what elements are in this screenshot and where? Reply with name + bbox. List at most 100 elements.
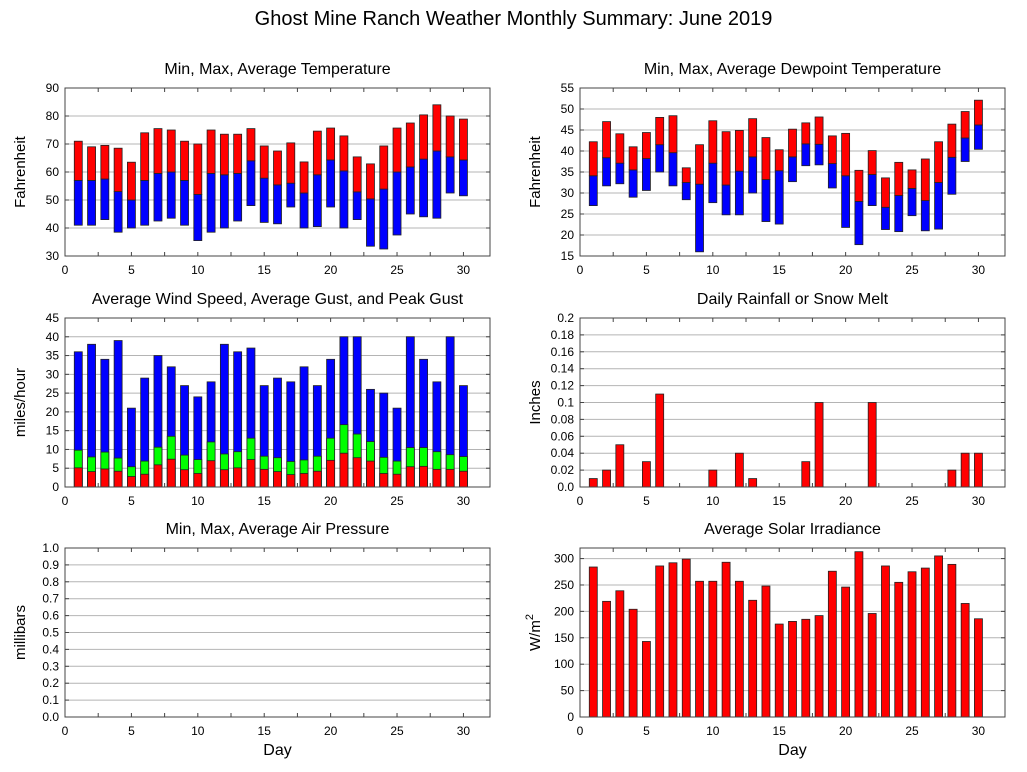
x-tick-label: 25 (390, 263, 404, 277)
y-tick-label: 40 (46, 221, 60, 235)
x-tick-label: 5 (128, 724, 135, 738)
y-axis-label: W/m2 (524, 614, 544, 651)
bar-min-avg (100, 178, 110, 220)
y-tick-label: 0.04 (551, 446, 575, 460)
plot-frame (64, 317, 491, 488)
bar (827, 570, 837, 718)
y-axis-label: Fahrenheit (12, 135, 29, 208)
bar (974, 452, 983, 488)
x-tick-label: 5 (643, 263, 650, 277)
bar-avg-max (73, 140, 83, 181)
x-tick-label: 10 (191, 494, 205, 508)
bar (867, 613, 877, 718)
y-tick-label: 0.4 (42, 642, 59, 656)
x-tick-label: 10 (191, 724, 205, 738)
bar-min-avg (655, 144, 665, 173)
bar-avg-speed (73, 467, 83, 488)
bar-min-avg (748, 156, 758, 194)
chart-title: Min, Max, Average Dewpoint Temperature (644, 61, 941, 78)
x-tick-label: 10 (706, 263, 720, 277)
bar-min-avg (854, 200, 864, 246)
bar-min-avg (352, 191, 362, 221)
bar (642, 461, 651, 488)
bar-avg-max (774, 149, 784, 172)
bar-min-avg (379, 188, 389, 250)
bar-avg-speed (392, 473, 402, 488)
y-tick-label: 50 (46, 193, 60, 207)
x-tick-label: 30 (457, 263, 471, 277)
bar (788, 621, 797, 718)
bar-avg-max (947, 123, 957, 158)
bar-avg-speed (219, 469, 229, 488)
y-tick-label: 0.2 (557, 311, 574, 325)
bar (947, 563, 957, 718)
bar-min-avg (960, 137, 970, 162)
x-tick-label: 20 (839, 263, 853, 277)
y-tick-label: 150 (554, 631, 574, 645)
plot-frame (579, 87, 1006, 257)
bar-avg-max (841, 132, 851, 177)
x-tick-label: 25 (905, 494, 919, 508)
y-tick-label: 0 (567, 710, 574, 724)
y-tick-label: 15 (561, 249, 575, 263)
bar-min-avg (166, 171, 176, 219)
bar-avg-max (459, 118, 468, 161)
x-tick-label: 30 (457, 724, 471, 738)
bar-avg-max (628, 146, 638, 171)
bar-avg-speed (259, 468, 269, 488)
bar (721, 561, 731, 718)
bar (588, 566, 598, 718)
bar-avg-speed (326, 459, 336, 488)
bar-avg-max (814, 116, 824, 145)
y-tick-label: 0.12 (551, 379, 575, 393)
y-tick-label: 40 (561, 144, 575, 158)
x-tick-label: 0 (577, 724, 584, 738)
bar-min-avg (934, 182, 943, 230)
bar (934, 555, 943, 718)
bar-min-avg (881, 206, 890, 230)
bar-min-avg (140, 179, 150, 226)
bar-avg-max (339, 135, 349, 172)
bar-avg-speed (312, 470, 322, 488)
bar (974, 618, 983, 718)
bar-avg-max (326, 127, 336, 161)
bar-avg-max (788, 128, 797, 158)
bar (708, 469, 718, 488)
y-tick-label: 60 (46, 165, 60, 179)
x-axis-label: Day (778, 742, 806, 759)
chart-title: Min, Max, Average Air Pressure (166, 521, 390, 538)
bar-min-avg (233, 172, 243, 222)
bar (814, 402, 824, 488)
bar (881, 565, 890, 718)
bar-avg-max (655, 117, 665, 146)
x-tick-label: 25 (390, 494, 404, 508)
y-tick-label: 30 (46, 367, 60, 381)
bar-min-avg (774, 170, 784, 225)
bar-avg-speed (180, 469, 189, 488)
y-tick-label: 0.0 (42, 710, 59, 724)
x-tick-label: 15 (773, 494, 787, 508)
bar-avg-max (867, 150, 877, 175)
bar-avg-speed (206, 460, 216, 488)
bar-min-avg (219, 174, 229, 229)
y-tick-label: 0.7 (42, 592, 59, 606)
y-tick-label: 0.8 (42, 575, 59, 589)
chart-dewpoint: Min, Max, Average Dewpoint Temperature 15… (527, 61, 1006, 277)
bar-avg-max (734, 130, 744, 172)
plot-frame (64, 87, 491, 257)
bar-min-avg (153, 172, 163, 222)
x-tick-label: 0 (62, 263, 69, 277)
x-tick-label: 20 (839, 724, 853, 738)
bar-avg-max (668, 115, 678, 154)
bar-avg-max (708, 120, 718, 164)
bar (602, 469, 611, 488)
bar (920, 567, 930, 718)
bar-avg-max (180, 140, 189, 181)
bar-avg-speed (459, 470, 468, 488)
bar-min-avg (366, 198, 375, 247)
bar-min-avg (206, 172, 216, 233)
bar-avg-max (219, 133, 229, 176)
bar-min-avg (788, 156, 797, 183)
bar-avg-max (352, 156, 362, 193)
bar (960, 452, 970, 488)
